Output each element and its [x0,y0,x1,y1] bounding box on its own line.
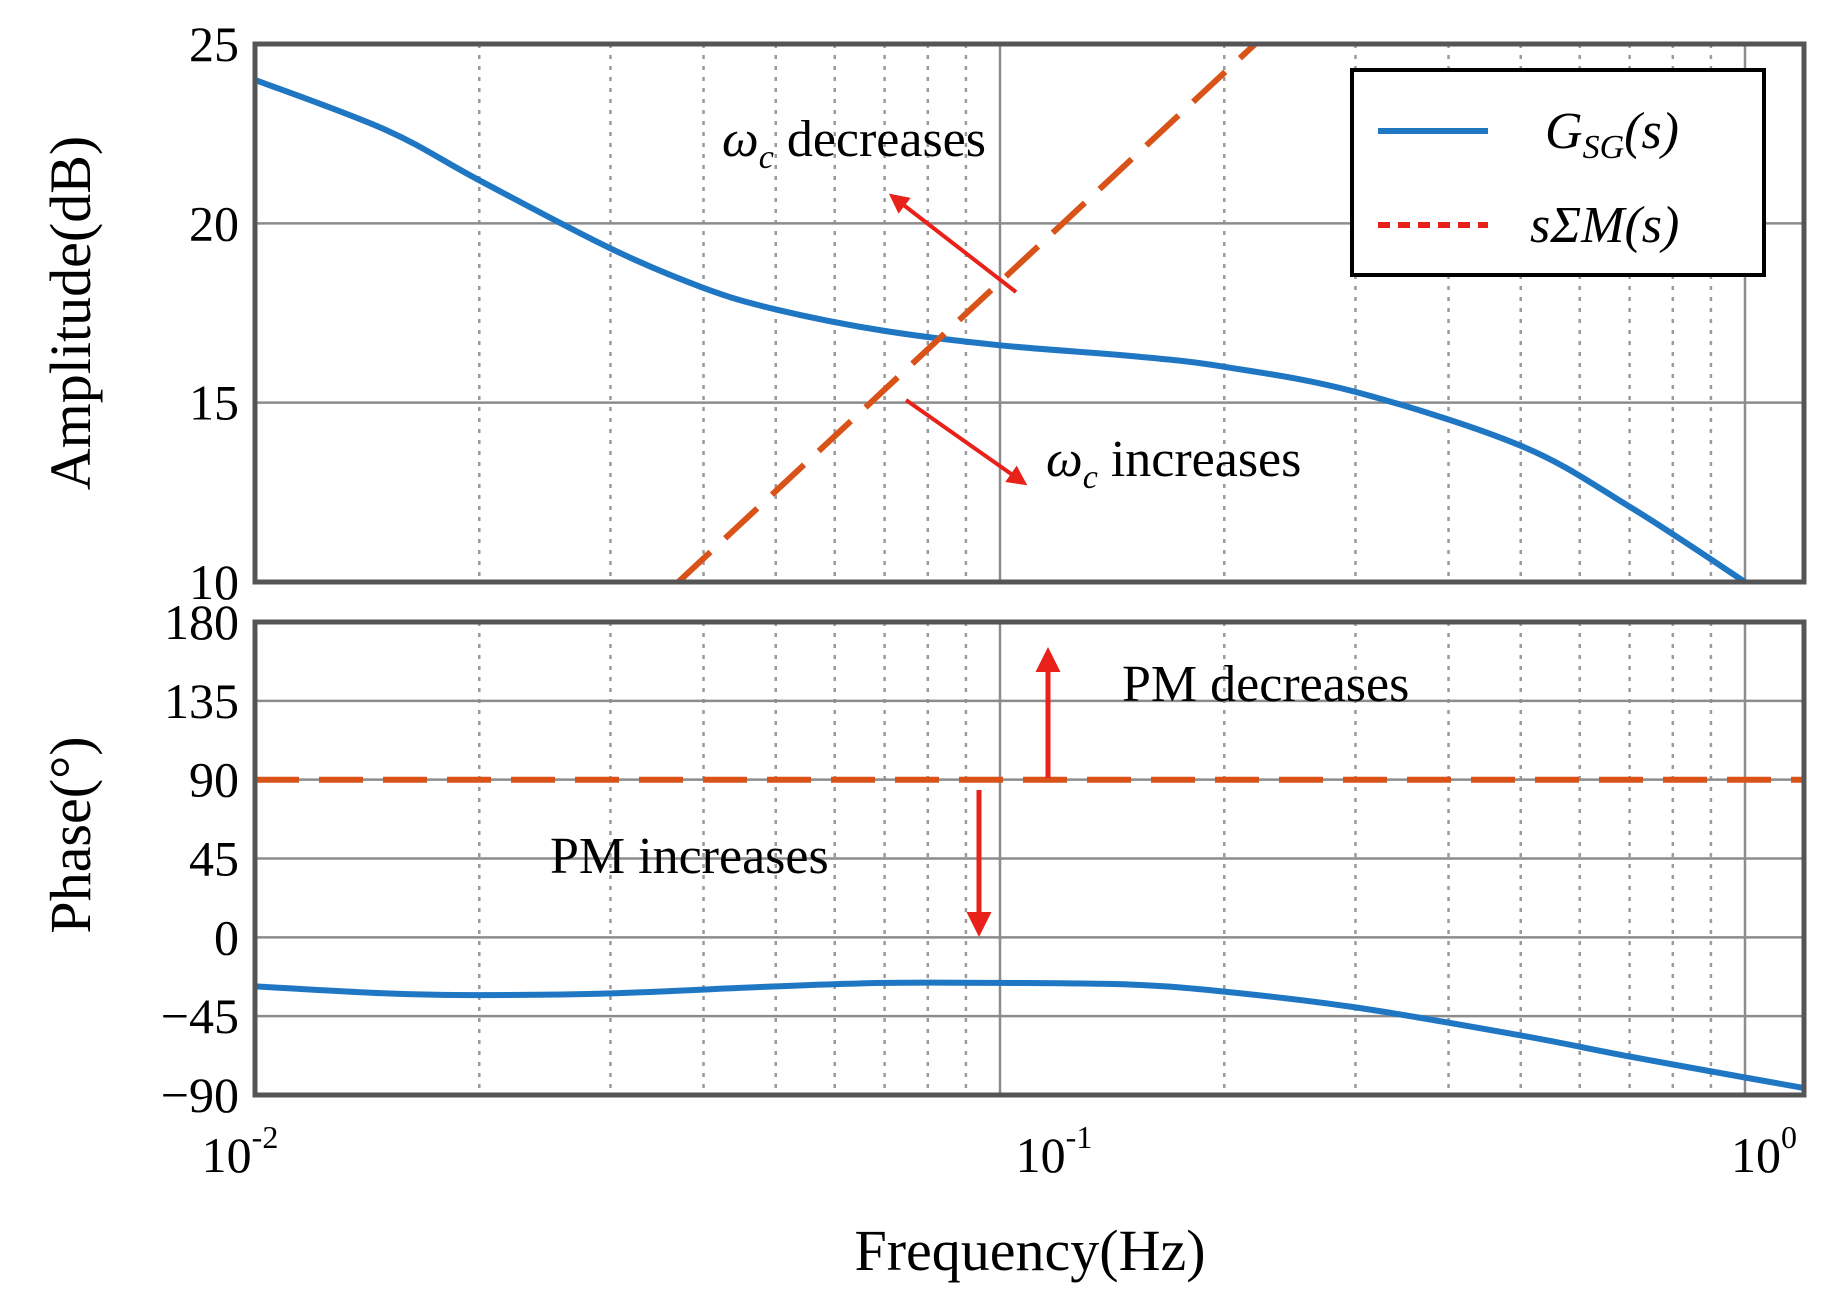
phase-ylabel: Phase(°) [38,736,103,933]
phase-ytick-label: −90 [161,1067,239,1123]
amplitude-ytick-label: 25 [189,16,239,72]
amplitude-ytick-labels: 10 15 20 25 [189,16,239,610]
phase-ytick-label: 180 [164,594,239,650]
amplitude-panel: 10 15 20 25 Amplitude(dB) ωc decreases ωc i… [38,16,1807,610]
amplitude-gsg-line [255,77,1747,582]
omega-decreases-arrow [888,193,1018,294]
amplitude-ytick-label: 10 [189,554,239,610]
phase-ytick-labels: −90 −45 0 45 90 135 180 [161,594,239,1123]
legend-ssigmam-label: sΣM(s) [1530,197,1679,254]
pm-decreases-label: PM decreases [1122,656,1409,713]
xtick-label: 10-1 [1016,1119,1093,1183]
omega-decreases-label: ωc decreases [722,111,986,176]
amplitude-ytick-label: 20 [189,195,239,251]
pm-increases-label: PM increases [550,828,829,885]
xtick-label: 100 [1731,1119,1797,1183]
xtick-label: 10-2 [202,1119,279,1183]
phase-grid [255,620,1804,1097]
legend-gsg-label: GSG(s) [1545,103,1679,166]
omega-increases-label: ωc increases [1046,431,1301,496]
phase-ytick-label: 90 [189,752,239,808]
phase-gsg-line [255,979,1804,1091]
frequency-xtick-labels: 10-2 10-1 100 [202,1119,1797,1183]
phase-ytick-label: 0 [214,909,239,965]
phase-ytick-label: 135 [164,673,239,729]
phase-axes-box [252,619,1807,1098]
phase-ytick-label: 45 [189,831,239,887]
frequency-xlabel: Frequency(Hz) [854,1218,1205,1283]
phase-ytick-label: −45 [161,988,239,1044]
amplitude-ylabel: Amplitude(dB) [38,136,103,490]
omega-increases-arrow [904,398,1028,486]
amplitude-ytick-label: 15 [189,375,239,431]
amplitude-ssigmam-line [676,44,1258,582]
legend: GSG(s) sΣM(s) [1350,68,1766,277]
amplitude-axes-box [252,41,1807,585]
legend-box [1350,68,1766,277]
